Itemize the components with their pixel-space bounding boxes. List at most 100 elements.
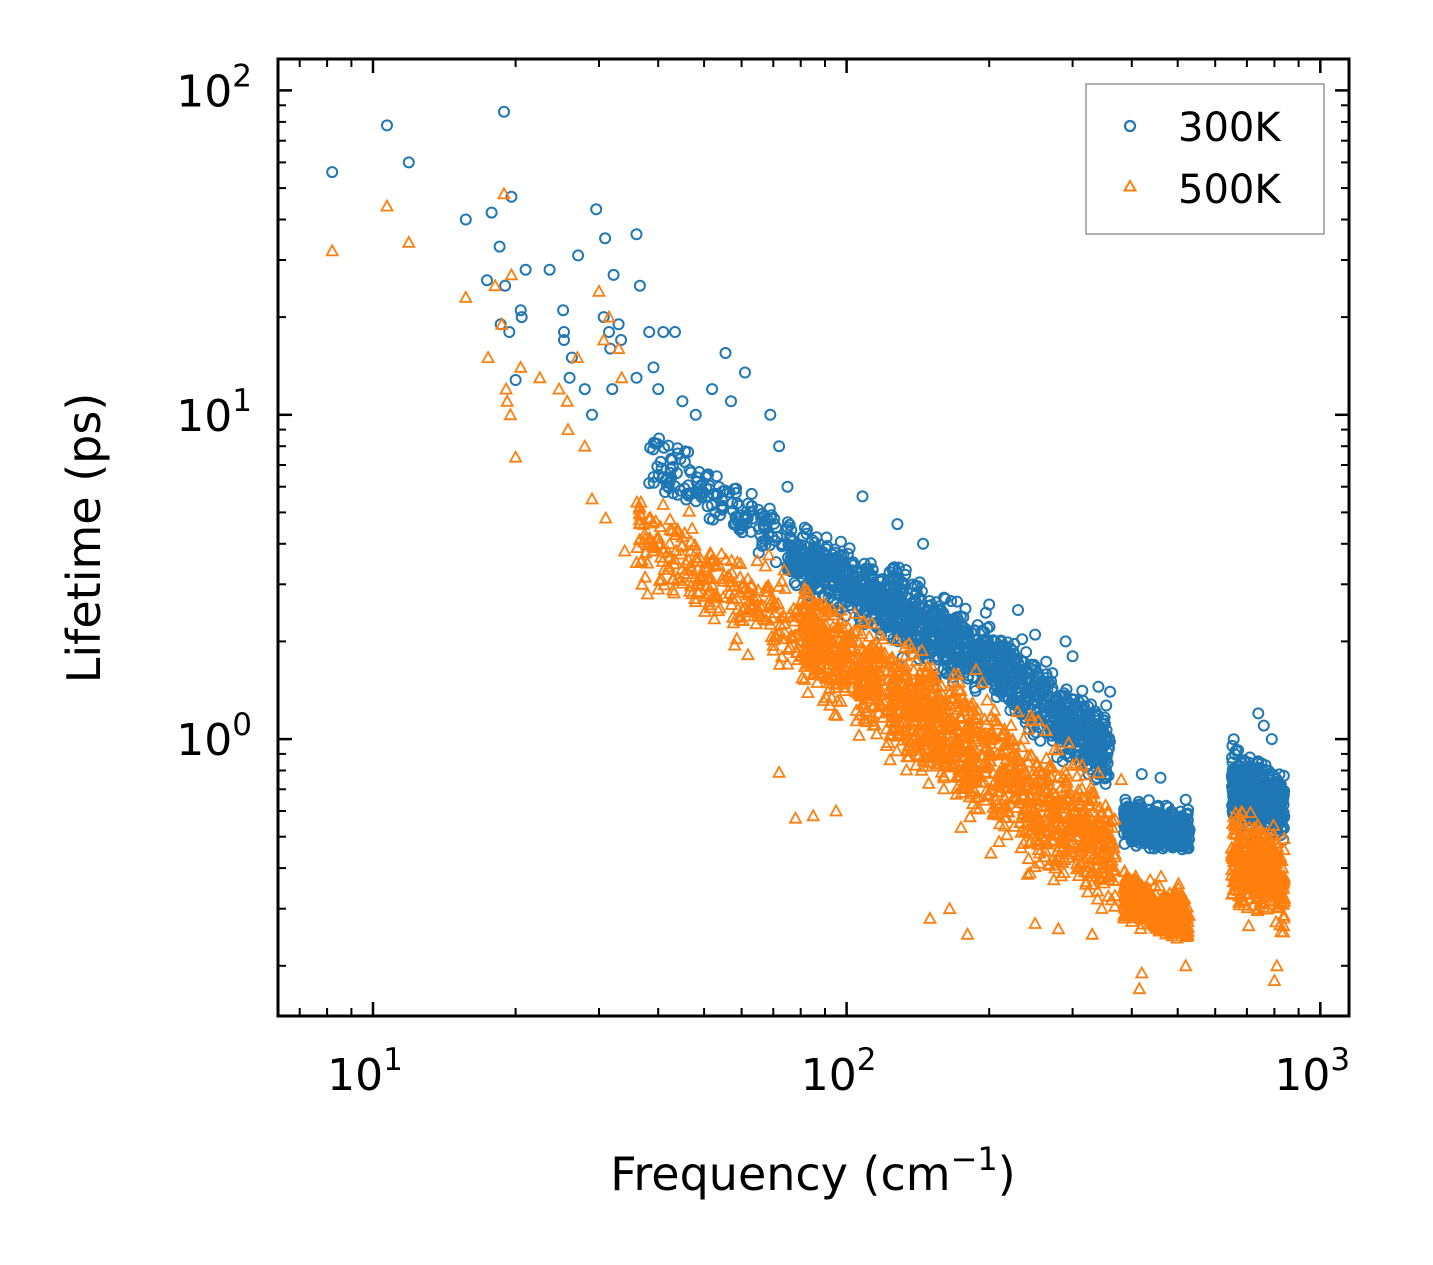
point-500k (871, 705, 886, 719)
point-500k (902, 677, 917, 691)
point-500k (1078, 825, 1093, 839)
point-500k (666, 571, 681, 584)
point-300k (690, 476, 703, 488)
point-500k (854, 626, 869, 639)
point-500k (1014, 810, 1029, 824)
point-500k (1058, 766, 1074, 780)
point-300k (802, 565, 815, 577)
point-500k (698, 589, 713, 602)
point-300k (731, 511, 744, 524)
point-500k (936, 740, 951, 753)
point-300k (514, 304, 527, 317)
point-500k (1054, 868, 1069, 882)
point-500k (1056, 829, 1071, 843)
point-300k (810, 531, 823, 544)
point-500k (862, 628, 877, 642)
point-300k (843, 594, 856, 607)
point-300k (843, 566, 856, 579)
point-500k (702, 571, 717, 584)
point-500k (1259, 835, 1274, 849)
point-500k (965, 758, 980, 772)
point-500k (1037, 771, 1052, 785)
point-300k (459, 213, 472, 226)
point-300k (1072, 728, 1085, 741)
point-300k (1138, 837, 1151, 850)
point-500k (1032, 855, 1047, 869)
point-300k (1025, 658, 1038, 671)
point-500k (697, 604, 712, 617)
point-500k (856, 613, 871, 627)
point-500k (856, 685, 871, 698)
point-500k (1271, 847, 1286, 861)
point-500k (806, 667, 821, 680)
point-500k (663, 522, 678, 535)
point-500k (845, 635, 860, 648)
point-500k (662, 512, 678, 525)
point-300k (855, 582, 868, 595)
point-300k (913, 576, 926, 589)
point-300k (1100, 699, 1113, 712)
point-500k (1079, 809, 1094, 822)
point-500k (945, 755, 960, 769)
point-500k (1117, 908, 1132, 922)
point-500k (1042, 809, 1058, 823)
point-500k (942, 685, 957, 699)
point-500k (984, 727, 999, 740)
point-500k (1022, 788, 1037, 802)
data-markers (325, 105, 1292, 995)
point-500k (800, 651, 815, 664)
point-300k (912, 591, 925, 604)
point-500k (1235, 816, 1251, 830)
point-500k (931, 686, 946, 700)
point-500k (733, 608, 748, 622)
point-300k (969, 684, 982, 697)
point-500k (763, 616, 778, 630)
point-500k (1168, 887, 1183, 900)
point-300k (905, 625, 918, 637)
point-500k (682, 503, 697, 517)
point-300k (1082, 700, 1095, 713)
point-500k (788, 628, 803, 641)
point-500k (898, 648, 913, 662)
point-500k (771, 579, 786, 592)
point-500k (1231, 883, 1246, 896)
point-300k (703, 479, 716, 492)
point-500k (982, 743, 997, 757)
point-300k (1148, 807, 1161, 820)
point-500k (773, 617, 788, 631)
point-300k (797, 530, 809, 543)
point-500k (683, 543, 698, 557)
point-500k (709, 558, 724, 572)
point-500k (636, 534, 651, 548)
point-500k (700, 587, 715, 600)
point-300k (866, 564, 879, 577)
point-300k (503, 326, 516, 338)
point-300k (997, 671, 1010, 684)
point-300k (706, 383, 719, 396)
point-500k (991, 834, 1007, 847)
point-500k (1108, 863, 1123, 877)
point-500k (830, 655, 846, 669)
point-500k (864, 615, 879, 629)
point-500k (598, 510, 613, 524)
point-500k (1167, 883, 1182, 897)
point-500k (1250, 901, 1265, 915)
point-500k (934, 764, 949, 778)
point-300k (834, 550, 847, 563)
point-500k (1009, 800, 1024, 813)
point-500k (810, 675, 825, 688)
point-300k (784, 565, 797, 578)
point-500k (740, 647, 756, 661)
point-500k (761, 578, 776, 592)
point-300k (949, 643, 962, 656)
point-500k (656, 497, 671, 510)
point-300k (897, 604, 910, 617)
point-500k (1056, 797, 1071, 810)
point-300k (671, 442, 684, 455)
point-500k (697, 559, 712, 573)
point-300k (711, 488, 724, 501)
point-500k (611, 341, 626, 355)
point-500k (1120, 907, 1135, 921)
point-500k (648, 540, 663, 554)
